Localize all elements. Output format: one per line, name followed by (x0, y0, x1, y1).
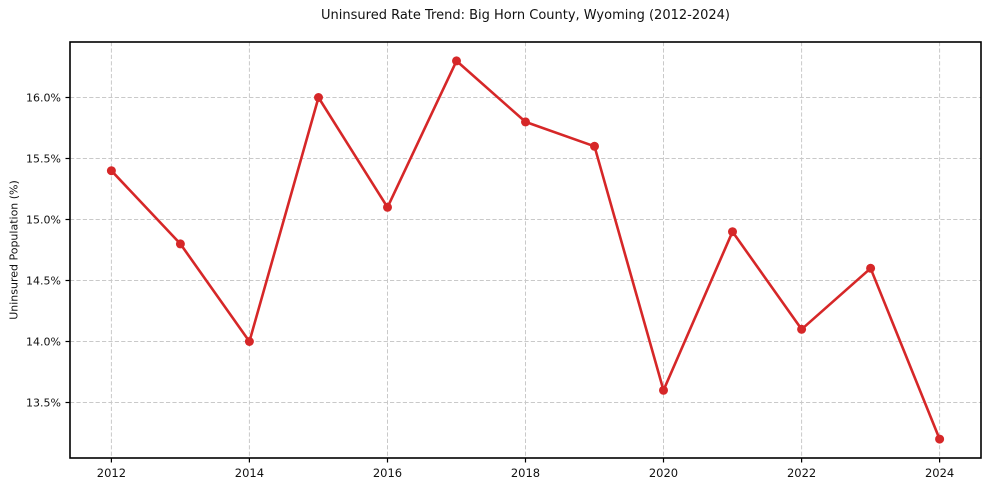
data-point-marker (106, 166, 116, 176)
data-point-marker (935, 434, 945, 444)
y-tick-label: 15.0% (26, 214, 61, 227)
data-point-marker (383, 202, 392, 212)
chart-title: Uninsured Rate Trend: Big Horn County, W… (321, 8, 730, 23)
data-point-marker (452, 56, 461, 66)
data-point-marker (590, 141, 599, 151)
x-tick-label: 2014 (235, 466, 264, 480)
grid-lines (70, 42, 981, 458)
x-tick-label: 2016 (373, 466, 402, 480)
data-point-marker (728, 227, 737, 237)
y-tick-label: 16.0% (26, 92, 61, 105)
y-tick-label: 15.5% (26, 153, 61, 166)
data-point-marker (659, 385, 668, 395)
x-tick-label: 2020 (649, 466, 678, 480)
y-tick-label: 14.0% (26, 336, 61, 349)
data-point-marker (866, 263, 876, 273)
data-point-marker (244, 337, 254, 346)
y-axis: 13.5% 14.0% 14.5% 15.0% 15.5% 16.0% (26, 92, 70, 410)
x-tick-label: 2024 (925, 466, 954, 480)
x-tick-label: 2012 (97, 466, 126, 480)
y-tick-label: 13.5% (26, 397, 61, 410)
data-point-marker (797, 324, 807, 334)
x-tick-label: 2018 (511, 466, 540, 480)
x-tick-label: 2022 (787, 466, 816, 480)
data-point-marker (175, 239, 185, 249)
data-point-marker (314, 93, 323, 102)
data-point-marker (521, 117, 530, 127)
x-axis: 2012 2014 2016 2018 2020 2022 2024 (97, 458, 954, 480)
y-tick-label: 14.5% (26, 275, 61, 288)
